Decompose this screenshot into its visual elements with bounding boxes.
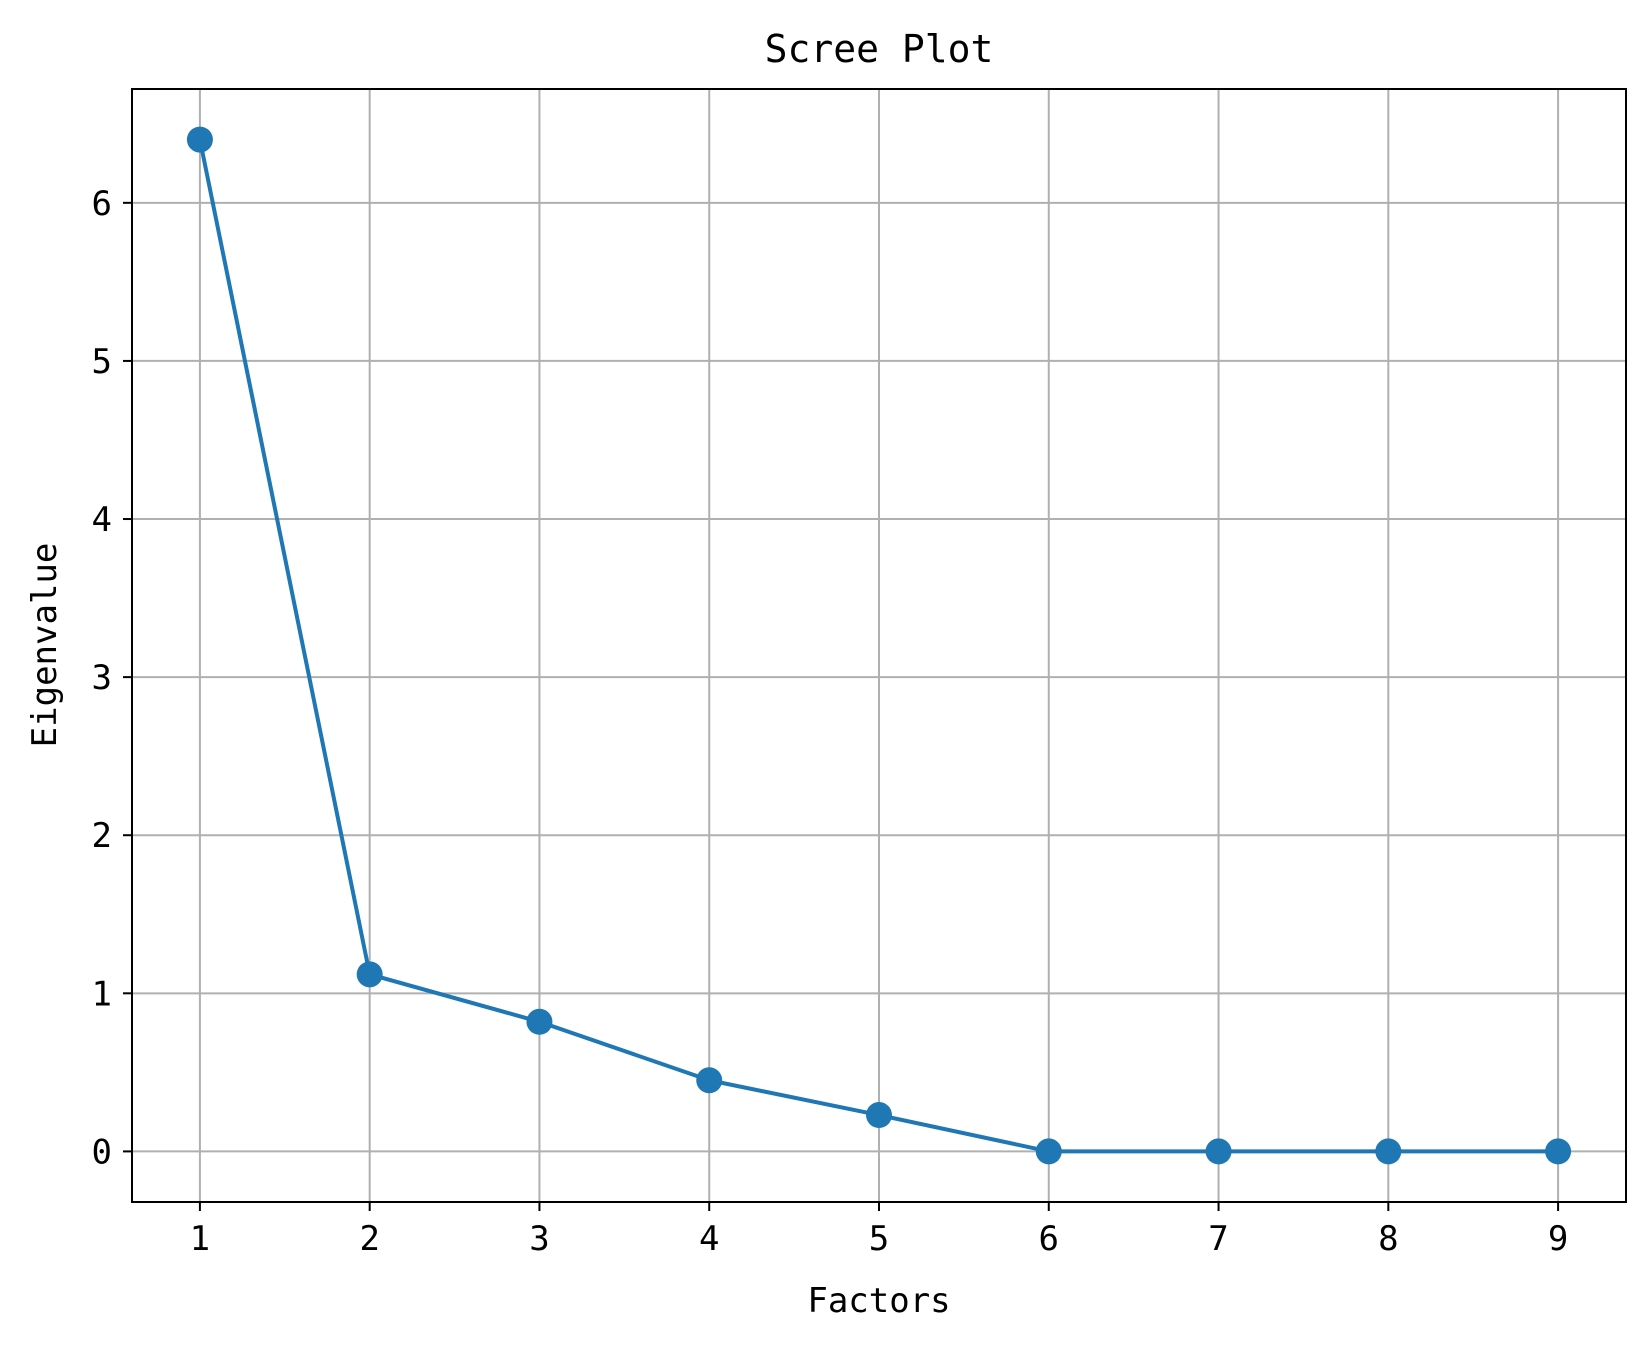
grid-lines (132, 89, 1626, 1202)
x-axis-label: Factors (807, 1281, 950, 1321)
y-tick-label: 5 (92, 342, 112, 382)
axis-ticks: 1 2 3 4 5 6 7 8 9 0 1 2 3 4 5 6 (92, 184, 1569, 1259)
x-tick-label: 8 (1378, 1219, 1398, 1259)
x-tick-label: 7 (1208, 1219, 1228, 1259)
y-tick-label: 6 (92, 184, 112, 224)
y-tick-label: 4 (92, 500, 112, 540)
y-axis-label: Eigenvalue (25, 543, 65, 748)
x-tick-label: 2 (359, 1219, 379, 1259)
data-point (866, 1102, 892, 1129)
data-point (356, 961, 383, 988)
x-tick-label: 3 (529, 1219, 549, 1259)
y-tick-label: 2 (92, 816, 112, 856)
data-point (186, 126, 213, 153)
series-group (186, 126, 1572, 1165)
x-tick-label: 6 (1039, 1219, 1059, 1259)
x-tick-label: 1 (190, 1219, 210, 1259)
data-point (1205, 1138, 1232, 1165)
y-tick-label: 0 (92, 1132, 112, 1172)
data-point (1375, 1138, 1402, 1165)
x-tick-label: 9 (1548, 1219, 1568, 1259)
y-tick-label: 3 (92, 658, 112, 698)
data-point (1545, 1138, 1572, 1165)
data-point (1035, 1138, 1062, 1165)
data-point (526, 1008, 553, 1035)
x-tick-label: 5 (869, 1219, 889, 1259)
x-tick-label: 4 (699, 1219, 719, 1259)
data-point (696, 1067, 723, 1094)
y-tick-label: 1 (92, 974, 112, 1014)
chart-title: Scree Plot (765, 27, 994, 71)
